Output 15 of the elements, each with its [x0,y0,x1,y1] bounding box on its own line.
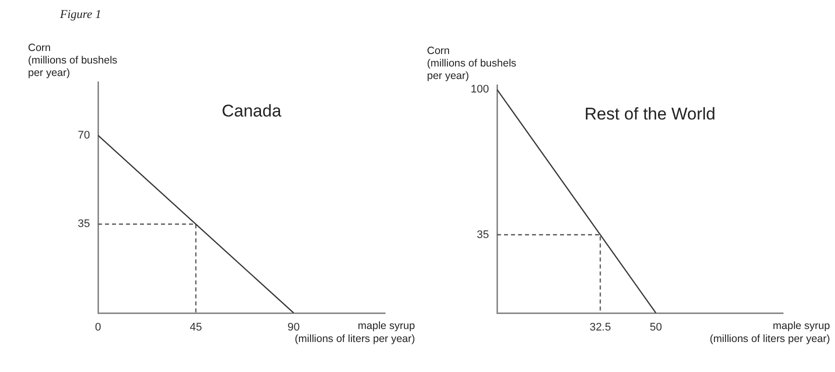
text: Canada [222,102,282,121]
y-axis-title: Corn (millions of bushels per year) [427,45,516,82]
caption: Figure 1 [59,7,102,21]
x-tick-label: 90 [288,322,300,334]
text: Rest of the World [584,104,716,124]
y-tick-label: 100 [470,84,489,96]
y-tick-label: 35 [476,228,489,241]
y-axis-title: Corn (millions of bushels per year) [28,42,118,79]
x-tick-label: 0 [94,322,102,334]
x-tick-label: 32.5 [590,322,611,334]
x-tick-label: 45 [190,322,202,334]
y-tick-label: 35 [78,218,90,230]
x-axis-title: maple syrup (millions of liters per year) [710,320,830,345]
x-tick-label: 50 [650,322,662,334]
y-tick-label: 70 [78,129,90,142]
